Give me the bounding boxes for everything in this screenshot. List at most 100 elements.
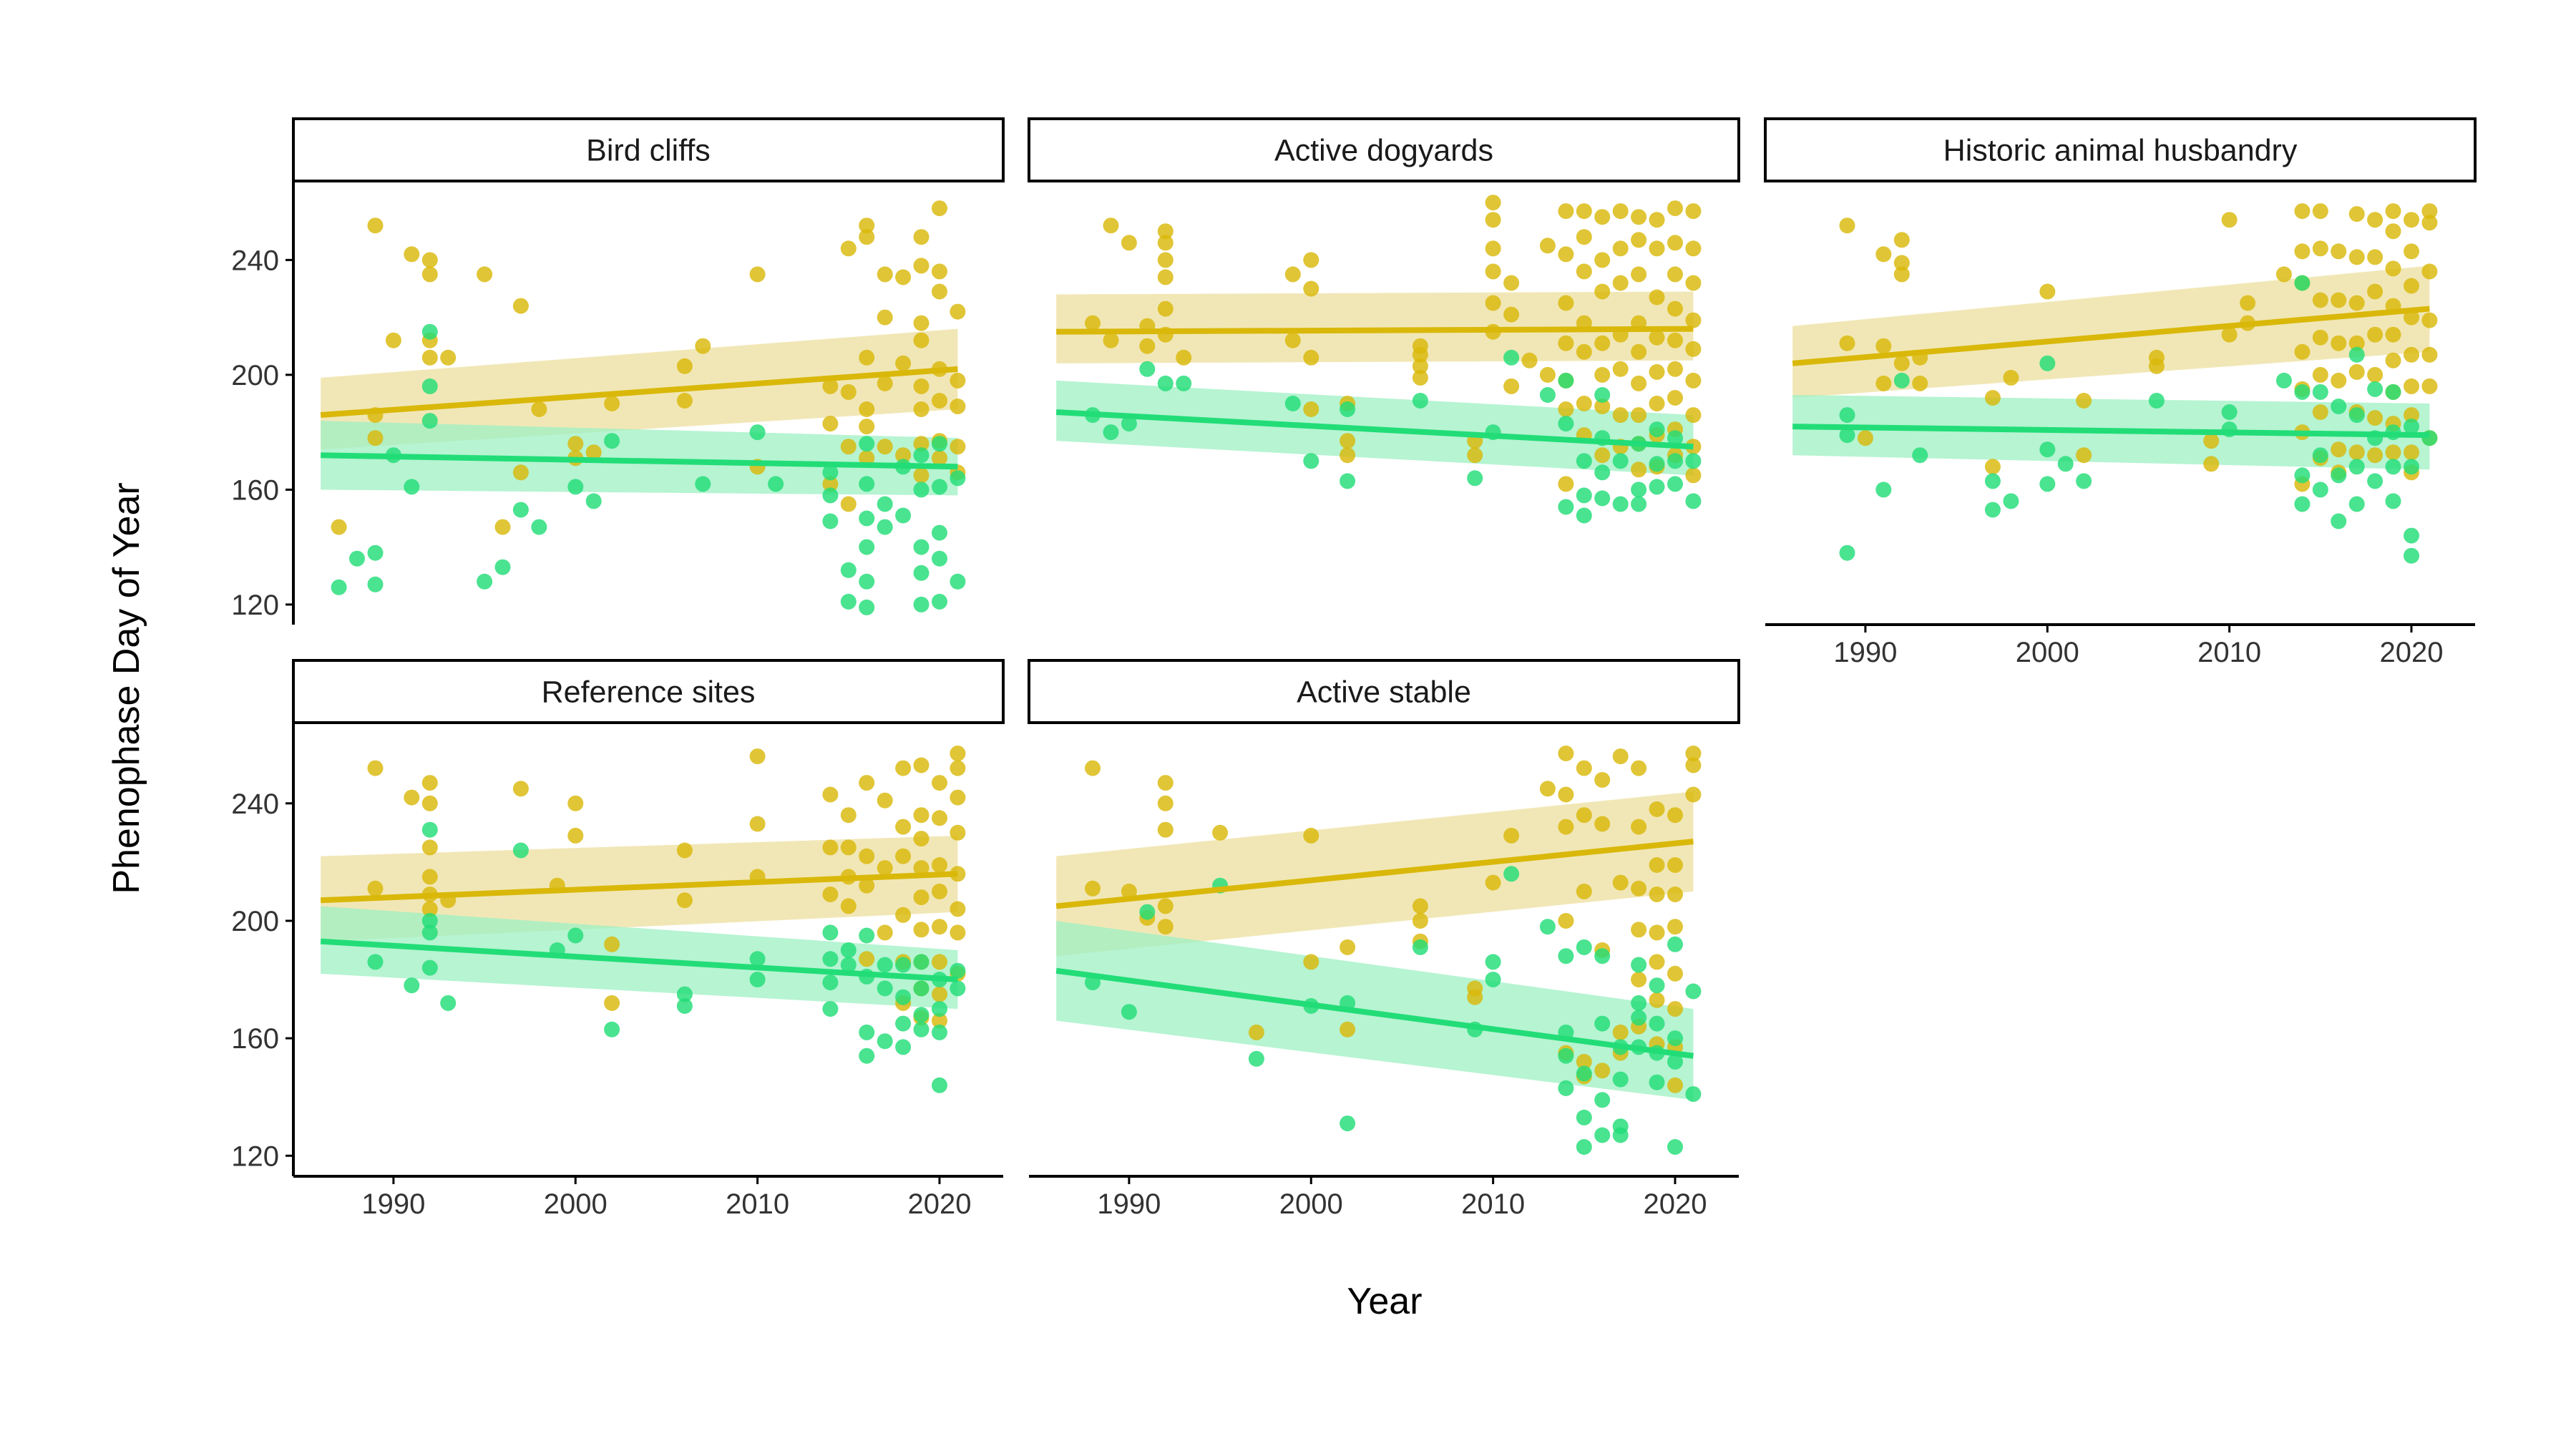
y-axis-title: Phenophase Day of Year — [106, 482, 147, 894]
early-point — [1503, 866, 1520, 882]
late-point — [950, 901, 966, 917]
late-point — [494, 519, 511, 535]
late-point — [1467, 447, 1483, 464]
panel-strip — [1764, 117, 2477, 182]
late-point — [840, 839, 857, 856]
early-point — [2294, 467, 2311, 484]
early-point — [1539, 919, 1556, 935]
early-point — [877, 1033, 893, 1050]
early-point — [1594, 387, 1611, 403]
early-point — [1340, 401, 1356, 417]
late-point — [1558, 295, 1574, 311]
early-point — [913, 447, 930, 464]
late-point — [2421, 203, 2438, 220]
late-point — [1157, 775, 1174, 791]
late-point — [2331, 292, 2347, 308]
early-point — [367, 576, 384, 592]
panel-title: Reference sites — [542, 675, 756, 710]
early-point — [1594, 1092, 1611, 1108]
late-point — [1157, 301, 1174, 317]
late-point — [2039, 283, 2056, 300]
late-point — [859, 229, 875, 245]
late-point — [1594, 335, 1611, 351]
late-point — [840, 807, 857, 824]
late-point — [913, 757, 930, 773]
panel-reference-sites: Reference sites 120 160 200 240 1990 2000 2010 2… — [231, 659, 1005, 1220]
late-point — [1176, 349, 1192, 366]
early-point — [1912, 447, 1928, 464]
late-point — [1157, 898, 1174, 914]
late-point — [1667, 361, 1683, 377]
late-point — [1594, 209, 1611, 225]
late-point — [2312, 203, 2328, 220]
late-point — [1893, 232, 1910, 248]
early-point — [1558, 1047, 1574, 1064]
late-point — [477, 266, 493, 283]
early-point — [1121, 1004, 1137, 1020]
late-point — [2348, 249, 2365, 265]
late-point — [859, 349, 875, 366]
late-point — [840, 898, 857, 914]
panel-active-dogyards: Active dogyards — [1028, 117, 1740, 524]
early-point — [1594, 1127, 1611, 1143]
early-point — [1685, 1086, 1702, 1103]
early-point — [932, 1001, 947, 1017]
early-point — [2404, 547, 2419, 564]
early-point — [477, 573, 493, 590]
early-point — [1157, 375, 1174, 391]
late-point — [932, 450, 947, 467]
early-point — [877, 980, 893, 997]
early-point — [1649, 479, 1665, 495]
late-point — [1667, 887, 1683, 902]
late-point — [1467, 989, 1483, 1005]
early-point — [749, 972, 766, 987]
early-point — [2385, 384, 2401, 400]
early-point — [840, 562, 857, 578]
early-point — [1539, 387, 1556, 403]
late-point — [367, 218, 384, 234]
late-point — [2203, 456, 2220, 472]
late-point — [1649, 212, 1665, 228]
x-tick-label: 2000 — [2016, 637, 2079, 668]
early-point — [2348, 407, 2365, 424]
early-point — [1685, 983, 1702, 1000]
early-point — [1558, 372, 1574, 389]
early-point — [913, 596, 930, 612]
early-point — [877, 496, 893, 512]
late-point — [1612, 748, 1629, 765]
late-point — [913, 467, 930, 484]
late-point — [2404, 278, 2419, 294]
late-trend-line — [320, 366, 958, 419]
late-point — [1558, 913, 1574, 929]
late-point — [1612, 275, 1629, 291]
y-tick-label: 240 — [231, 788, 279, 820]
early-point — [1612, 496, 1629, 512]
late-trend-line — [1056, 326, 1694, 335]
late-point — [1667, 1077, 1683, 1093]
late-point — [1521, 352, 1538, 368]
late-point — [1631, 760, 1647, 776]
late-point — [1857, 430, 1873, 446]
late-point — [2331, 441, 2347, 458]
late-point — [2385, 326, 2401, 343]
early-point — [2057, 456, 2074, 472]
late-point — [950, 760, 966, 776]
panel-strip — [1028, 659, 1740, 724]
late-point — [859, 419, 875, 435]
early-point — [1576, 453, 1592, 469]
late-point — [1667, 807, 1683, 824]
early-point — [567, 927, 584, 944]
early-point — [859, 599, 875, 615]
late-point — [932, 857, 947, 873]
late-confidence-band — [1792, 265, 2430, 398]
late-point — [2404, 243, 2419, 260]
late-point — [2312, 366, 2328, 383]
late-point — [913, 889, 930, 906]
late-point — [1248, 1024, 1264, 1040]
late-point — [1576, 1053, 1592, 1070]
early-confidence-band — [321, 421, 958, 496]
late-point — [1612, 874, 1629, 891]
early-point — [676, 986, 693, 1002]
late-point — [1875, 375, 1892, 391]
late-point — [822, 476, 839, 492]
